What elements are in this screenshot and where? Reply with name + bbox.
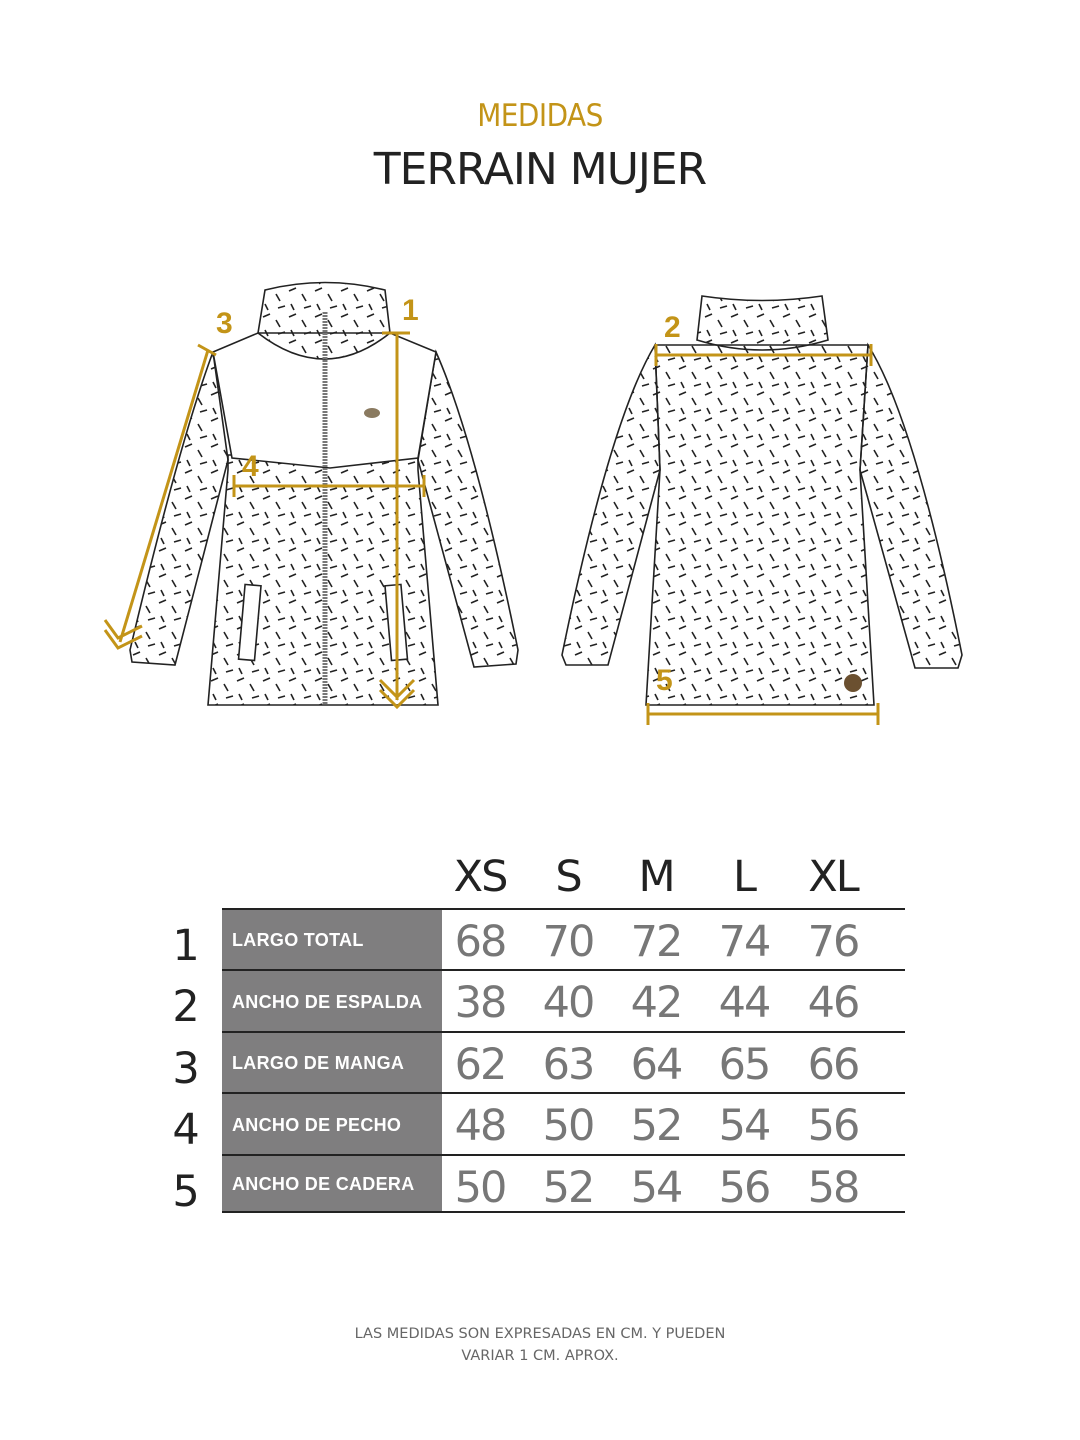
back-jacket: [561, 295, 963, 706]
row-number: 5: [172, 1167, 200, 1217]
measurement-value: 58: [807, 1163, 861, 1213]
measurement-value: 54: [718, 1101, 772, 1151]
page-title: TERRAIN MUJER: [373, 144, 708, 195]
label-5: 5: [656, 664, 673, 697]
measurement-value: 76: [807, 917, 861, 967]
subtitle: MEDIDAS: [477, 98, 603, 134]
measurement-value: 52: [542, 1163, 596, 1213]
row-number: 1: [172, 921, 200, 971]
measurement-value: 50: [542, 1101, 596, 1151]
footnote-line: VARIAR 1 CM. APROX.: [461, 1348, 619, 1364]
label-2: 2: [664, 311, 681, 344]
measurement-value: 63: [542, 1040, 596, 1090]
jacket-diagram: 1 3 4 2 5: [103, 281, 963, 725]
table-row: 1 LARGO TOTAL 68 70 72 74 76: [172, 908, 905, 971]
table-row: 2 ANCHO DE ESPALDA 38 40 42 44 46: [172, 969, 905, 1033]
table-row: 4 ANCHO DE PECHO 48 50 52 54 56: [172, 1092, 905, 1156]
measure-lines: [103, 331, 880, 725]
table-row: 3 LARGO DE MANGA 62 63 64 65 66: [172, 1031, 905, 1094]
measurement-value: 66: [807, 1040, 861, 1090]
label-4: 4: [242, 450, 259, 483]
measurement-value: 42: [630, 978, 684, 1028]
measurement-value: 62: [454, 1040, 508, 1090]
measurement-value: 74: [718, 917, 772, 967]
measurement-value: 56: [718, 1163, 772, 1213]
table-row: 5 ANCHO DE CADERA 50 52 54 56 58: [172, 1154, 905, 1217]
measurement-value: 56: [807, 1101, 861, 1151]
footnote-line: LAS MEDIDAS SON EXPRESADAS EN CM. Y PUED…: [354, 1326, 726, 1342]
measurement-value: 72: [630, 917, 684, 967]
measurement-value: 52: [630, 1101, 684, 1151]
row-number: 4: [172, 1105, 200, 1155]
measurement-value: 54: [630, 1163, 684, 1213]
label-3: 3: [216, 307, 233, 340]
measurement-label: LARGO DE MANGA: [222, 1033, 442, 1094]
size-header: S: [555, 852, 582, 902]
measurement-value: 44: [718, 978, 772, 1028]
row-number: 3: [172, 1044, 200, 1094]
size-header: XS: [453, 852, 509, 902]
size-header: L: [733, 852, 757, 902]
measurement-value: 46: [807, 978, 861, 1028]
measurement-value: 48: [454, 1101, 508, 1151]
measurement-value: 38: [454, 978, 508, 1028]
label-1: 1: [402, 294, 419, 327]
measurement-value: 70: [542, 917, 596, 967]
measurement-value: 40: [542, 978, 596, 1028]
measurement-label: ANCHO DE CADERA: [222, 1156, 442, 1213]
measurement-value: 68: [454, 917, 508, 967]
measurement-label: LARGO TOTAL: [222, 910, 442, 971]
measurement-label: ANCHO DE PECHO: [222, 1094, 442, 1156]
measurement-value: 50: [454, 1163, 508, 1213]
size-header: M: [638, 852, 675, 902]
footnote: LAS MEDIDAS SON EXPRESADAS EN CM. Y PUED…: [0, 1323, 1080, 1367]
size-header: XL: [808, 852, 859, 902]
table-divider: [222, 1211, 905, 1213]
measurement-value: 65: [718, 1040, 772, 1090]
front-jacket: [129, 281, 519, 706]
row-number: 2: [172, 982, 200, 1032]
measurement-value: 64: [630, 1040, 684, 1090]
measurement-label: ANCHO DE ESPALDA: [222, 971, 442, 1033]
